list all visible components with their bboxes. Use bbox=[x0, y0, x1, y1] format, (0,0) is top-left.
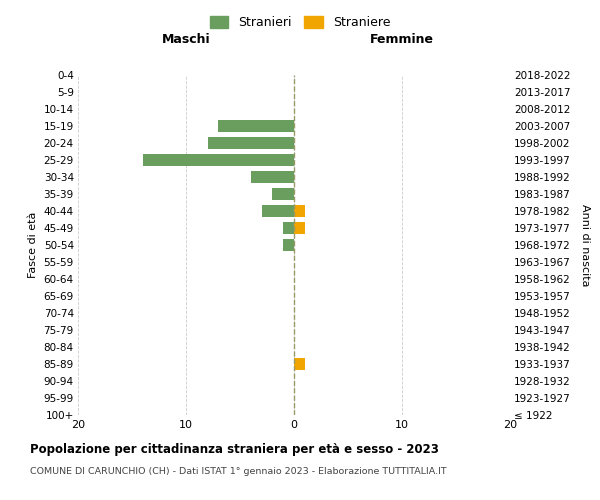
Bar bbox=[283, 222, 294, 234]
Bar bbox=[218, 120, 294, 132]
Bar bbox=[262, 206, 294, 216]
Text: COMUNE DI CARUNCHIO (CH) - Dati ISTAT 1° gennaio 2023 - Elaborazione TUTTITALIA.: COMUNE DI CARUNCHIO (CH) - Dati ISTAT 1°… bbox=[30, 468, 446, 476]
Bar bbox=[294, 206, 305, 216]
Bar bbox=[251, 172, 294, 182]
Bar bbox=[283, 240, 294, 250]
Bar bbox=[143, 154, 294, 166]
Bar bbox=[272, 188, 294, 200]
Y-axis label: Fasce di età: Fasce di età bbox=[28, 212, 38, 278]
Bar bbox=[294, 222, 305, 234]
Text: Popolazione per cittadinanza straniera per età e sesso - 2023: Popolazione per cittadinanza straniera p… bbox=[30, 442, 439, 456]
Legend: Stranieri, Straniere: Stranieri, Straniere bbox=[205, 11, 395, 34]
Bar bbox=[208, 138, 294, 148]
Y-axis label: Anni di nascita: Anni di nascita bbox=[580, 204, 590, 286]
Text: Femmine: Femmine bbox=[370, 33, 434, 46]
Text: Maschi: Maschi bbox=[161, 33, 211, 46]
Bar bbox=[294, 358, 305, 370]
